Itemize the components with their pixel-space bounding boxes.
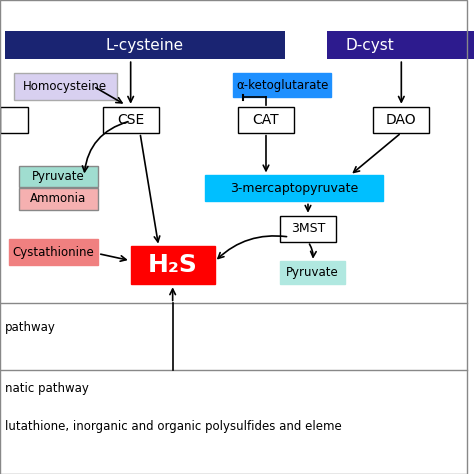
Text: CSE: CSE <box>117 113 144 127</box>
Text: Cystathionine: Cystathionine <box>13 246 94 259</box>
Text: lutathione, inorganic and organic polysulfides and eleme: lutathione, inorganic and organic polysu… <box>5 420 341 433</box>
Text: Pyruvate: Pyruvate <box>286 266 339 279</box>
FancyBboxPatch shape <box>103 107 159 133</box>
FancyBboxPatch shape <box>238 107 294 133</box>
FancyBboxPatch shape <box>0 107 28 133</box>
Text: L-cysteine: L-cysteine <box>106 37 184 53</box>
FancyBboxPatch shape <box>9 239 98 265</box>
Text: H₂S: H₂S <box>148 254 198 277</box>
Text: 3MST: 3MST <box>291 222 325 235</box>
FancyBboxPatch shape <box>5 31 285 59</box>
Text: Pyruvate: Pyruvate <box>32 170 85 183</box>
FancyBboxPatch shape <box>327 31 474 59</box>
FancyBboxPatch shape <box>205 175 383 201</box>
Text: 3-mercaptopyruvate: 3-mercaptopyruvate <box>230 182 358 195</box>
Text: D-cyst: D-cyst <box>346 37 394 53</box>
FancyBboxPatch shape <box>18 188 98 210</box>
Text: pathway: pathway <box>5 320 55 334</box>
Text: Ammonia: Ammonia <box>30 192 86 205</box>
Text: Homocysteine: Homocysteine <box>23 80 108 93</box>
FancyBboxPatch shape <box>374 107 429 133</box>
FancyBboxPatch shape <box>18 166 98 187</box>
Text: α-ketoglutarate: α-ketoglutarate <box>236 79 328 92</box>
Text: CAT: CAT <box>253 113 279 127</box>
FancyBboxPatch shape <box>280 261 346 284</box>
FancyBboxPatch shape <box>280 216 336 242</box>
Text: natic pathway: natic pathway <box>5 382 89 395</box>
FancyBboxPatch shape <box>131 246 215 284</box>
FancyBboxPatch shape <box>233 73 331 97</box>
FancyBboxPatch shape <box>14 73 117 100</box>
Text: DAO: DAO <box>386 113 417 127</box>
